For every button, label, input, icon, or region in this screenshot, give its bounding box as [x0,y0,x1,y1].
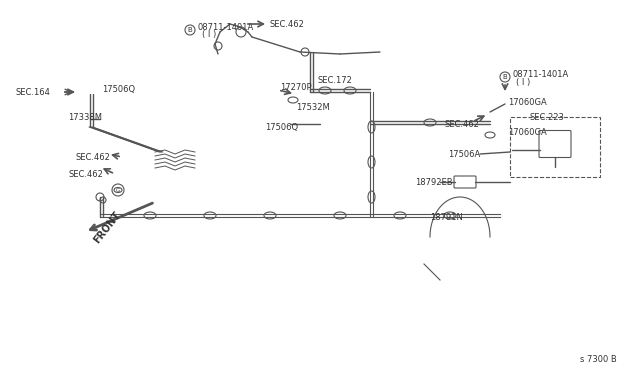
Text: 17338M: 17338M [68,112,102,122]
Text: SEC.462: SEC.462 [445,119,480,128]
Text: ( I ): ( I ) [202,29,216,38]
Text: 17532M: 17532M [296,103,330,112]
Text: 08711-1401A: 08711-1401A [198,22,254,32]
Text: SEC.462: SEC.462 [68,170,103,179]
Text: 18792EB: 18792EB [415,177,452,186]
Text: SEC.172: SEC.172 [318,76,353,84]
Text: 17060GA: 17060GA [508,97,547,106]
Text: 17270P: 17270P [280,83,312,92]
Text: 17506Q: 17506Q [265,122,298,131]
Text: 08711-1401A: 08711-1401A [513,70,569,78]
Text: SEC.223: SEC.223 [530,112,565,122]
Text: 17060GA: 17060GA [508,128,547,137]
Text: s 7300 B: s 7300 B [580,356,617,365]
Text: 17506Q: 17506Q [102,84,135,93]
Text: ( I ): ( I ) [516,77,531,87]
Text: 17506A: 17506A [448,150,480,158]
Text: 18791N: 18791N [430,212,463,221]
Text: FRONT: FRONT [92,209,123,245]
Text: G: G [116,187,120,192]
Text: B: B [502,74,508,80]
Text: SEC.164: SEC.164 [15,87,50,96]
Text: SEC.462: SEC.462 [75,153,110,161]
Text: SEC.462: SEC.462 [270,19,305,29]
Text: B: B [188,27,193,33]
